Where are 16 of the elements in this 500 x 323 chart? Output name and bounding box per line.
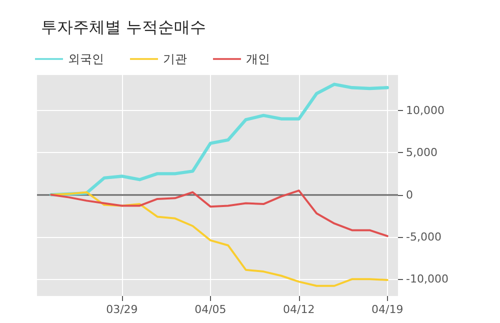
- x-tick-label: 04/12: [283, 303, 315, 316]
- line-series: [50, 190, 388, 238]
- line-series: [50, 82, 389, 196]
- y-tick-label: 5,000: [406, 146, 438, 160]
- x-tick-label: 04/05: [194, 303, 226, 316]
- legend-label: 외국인: [68, 52, 104, 66]
- line-series: [50, 191, 388, 287]
- y-tick-label: -10,000: [406, 272, 448, 286]
- x-tick-label: 03/29: [106, 303, 138, 316]
- y-tick-label: 0: [406, 188, 413, 202]
- y-tick-label: -5,000: [406, 230, 442, 244]
- legend-label: 개인: [246, 52, 270, 66]
- chart-title: 투자주체별 누적순매수: [41, 18, 206, 36]
- legend-label: 기관: [163, 52, 187, 66]
- x-tick-label: 04/19: [372, 303, 404, 316]
- y-tick-label: 10,000: [406, 104, 444, 117]
